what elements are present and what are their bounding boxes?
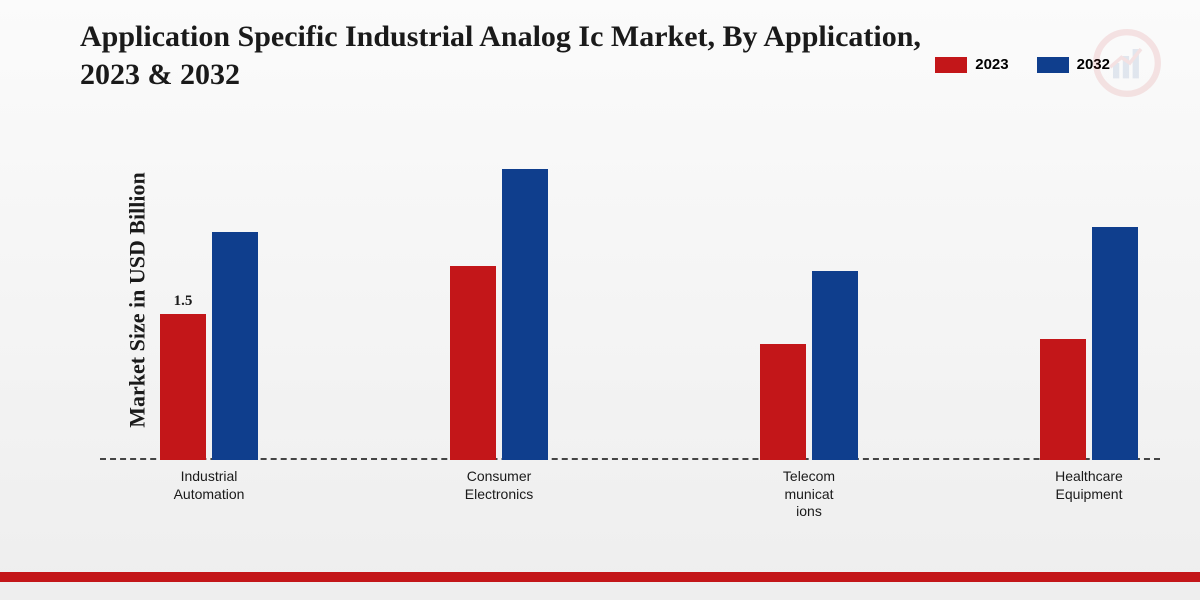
bar-group: 1.5IndustrialAutomation [160,232,258,460]
chart-plot-area: 1.5IndustrialAutomation ConsumerElectroni… [100,130,1160,460]
watermark-icon [1092,28,1162,98]
legend-swatch-2032 [1037,57,1069,73]
x-axis-baseline [100,458,1160,460]
bar-2032 [1092,227,1138,460]
bar-2023 [160,314,206,460]
legend-swatch-2023 [935,57,967,73]
footer-accent-bar [0,572,1200,582]
bar-value-label: 1.5 [174,293,193,310]
bar-group: Telecommunications [760,271,858,460]
category-label: HealthcareEquipment [1029,468,1149,503]
bar-2023 [760,344,806,460]
bar-2023 [1040,339,1086,460]
legend-label-2023: 2023 [975,56,1008,73]
bar-group: HealthcareEquipment [1040,227,1138,460]
legend-item-2023: 2023 [935,56,1008,73]
category-label: ConsumerElectronics [439,468,559,503]
bar-2032 [812,271,858,460]
category-label: Telecommunications [749,468,869,521]
legend: 2023 2032 [935,56,1110,73]
category-label: IndustrialAutomation [149,468,269,503]
bar-2023 [450,266,496,460]
chart-title: Application Specific Industrial Analog I… [80,18,980,93]
bar-2032 [212,232,258,460]
bar-2032 [502,169,548,460]
bar-group: ConsumerElectronics [450,169,548,460]
